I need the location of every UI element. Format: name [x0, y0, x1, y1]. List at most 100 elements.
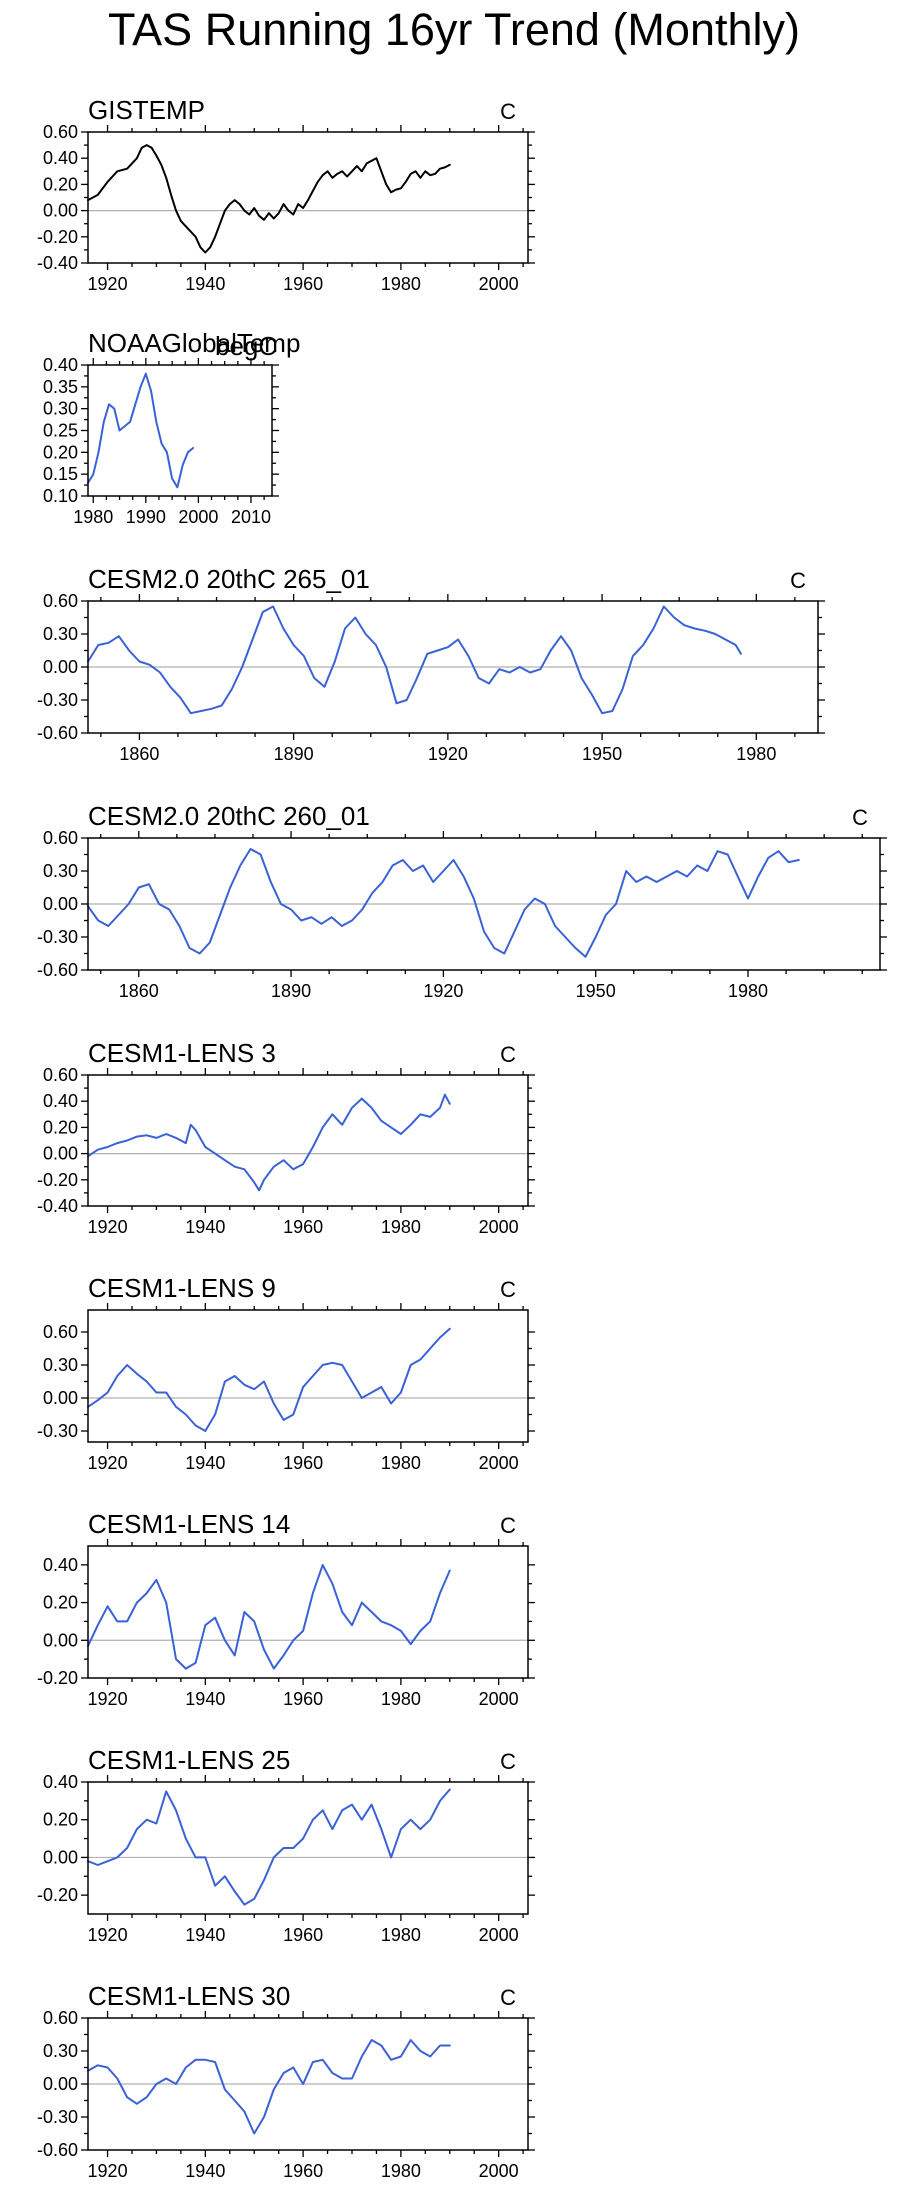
x-tick-label: 1920: [88, 1689, 128, 1709]
y-tick-label: 0.60: [43, 591, 78, 611]
x-tick-label: 1980: [381, 1453, 421, 1473]
unit-label: C: [852, 805, 868, 830]
y-tick-label: -0.40: [37, 253, 78, 273]
x-tick-label: 2000: [178, 507, 218, 527]
x-tick-label: 1860: [119, 981, 159, 1001]
y-tick-label: 0.00: [43, 1144, 78, 1164]
x-tick-label: 1950: [582, 744, 622, 764]
x-tick-label: 2000: [479, 1925, 519, 1945]
x-tick-label: 1940: [185, 274, 225, 294]
series-line: [87, 605, 742, 715]
x-tick-label: 1940: [185, 1689, 225, 1709]
y-tick-label: 0.30: [43, 399, 78, 419]
x-tick-label: 1960: [283, 1453, 323, 1473]
y-tick-label: 0.30: [43, 1355, 78, 1375]
y-tick-label: -0.30: [37, 2107, 78, 2127]
x-tick-label: 1980: [381, 2161, 421, 2181]
unit-label: C: [500, 1985, 516, 2010]
x-tick-label: 2000: [479, 274, 519, 294]
y-tick-label: -0.20: [37, 1170, 78, 1190]
y-tick-label: -0.30: [37, 1421, 78, 1441]
x-tick-label: 1920: [88, 1925, 128, 1945]
y-tick-label: 0.00: [43, 1630, 78, 1650]
y-tick-label: 0.00: [43, 894, 78, 914]
panel-title: NOAAGlobalTemp: [88, 328, 300, 358]
panel-title: GISTEMP: [88, 95, 205, 125]
x-tick-label: 1920: [88, 1217, 128, 1237]
x-tick-label: 1940: [185, 1925, 225, 1945]
chart-panel-9: -0.60 -0.30 0.00 0.30 0.60 1920 1940 1960 1980 20…: [37, 1981, 535, 2181]
x-tick-label: 2000: [479, 1689, 519, 1709]
y-tick-label: 0.40: [43, 355, 78, 375]
x-tick-label: 1980: [73, 507, 113, 527]
x-tick-label: 1980: [381, 1217, 421, 1237]
chart-panel-3: -0.60 -0.30 0.00 0.30 0.60 1860 1890 1920 1950 19…: [37, 564, 825, 764]
y-tick-label: -0.30: [37, 927, 78, 947]
y-tick-label: 0.60: [43, 122, 78, 142]
x-tick-label: 2000: [479, 1217, 519, 1237]
y-tick-label: 0.00: [43, 2074, 78, 2094]
chart-panel-5: -0.40 -0.20 0.00 0.20 0.40 0.60 1920 1940 1960 19…: [37, 1038, 535, 1237]
y-tick-label: -0.20: [37, 227, 78, 247]
x-tick-label: 1920: [428, 744, 468, 764]
x-tick-label: 1940: [185, 2161, 225, 2181]
y-tick-label: 0.60: [43, 1065, 78, 1085]
panel-title: CESM1-LENS 9: [88, 1273, 276, 1303]
y-tick-label: 0.60: [43, 2008, 78, 2028]
y-tick-label: 0.25: [43, 421, 78, 441]
y-tick-label: 0.30: [43, 624, 78, 644]
y-tick-label: 0.20: [43, 1117, 78, 1137]
series-line: [87, 1093, 451, 1192]
y-tick-label: -0.30: [37, 690, 78, 710]
y-tick-label: -0.60: [37, 960, 78, 980]
y-tick-label: 0.60: [43, 1322, 78, 1342]
x-tick-label: 1920: [88, 274, 128, 294]
series-line: [87, 1563, 451, 1670]
x-tick-label: 1960: [283, 274, 323, 294]
unit-label: C: [500, 1513, 516, 1538]
x-tick-label: 1960: [283, 1925, 323, 1945]
chart-panel-6: -0.30 0.00 0.30 0.60 1920 1940 1960 1980 2000 CES…: [37, 1273, 535, 1473]
panel-title: CESM1-LENS 3: [88, 1038, 276, 1068]
figure-title: TAS Running 16yr Trend (Monthly): [108, 4, 800, 55]
y-tick-label: 0.40: [43, 1772, 78, 1792]
y-tick-label: -0.40: [37, 1196, 78, 1216]
plot-frame: [87, 1074, 529, 1207]
y-tick-label: 0.40: [43, 148, 78, 168]
panel-title: CESM2.0 20thC 265_01: [88, 564, 370, 594]
unit-label: C: [790, 568, 806, 593]
y-tick-label: 0.35: [43, 377, 78, 397]
y-tick-label: 0.30: [43, 2041, 78, 2061]
panel-title: CESM1-LENS 25: [88, 1745, 290, 1775]
y-tick-label: 0.20: [43, 174, 78, 194]
y-tick-label: 0.00: [43, 1847, 78, 1867]
x-tick-label: 2000: [479, 1453, 519, 1473]
y-tick-label: 0.15: [43, 464, 78, 484]
x-tick-label: 1890: [271, 981, 311, 1001]
y-tick-label: 0.20: [43, 1593, 78, 1613]
chart-panel-1: -0.40 -0.20 0.00 0.20 0.40 0.60 1920 1940 1960 19…: [37, 95, 535, 294]
x-tick-label: 1920: [88, 1453, 128, 1473]
x-tick-label: 1960: [283, 1689, 323, 1709]
plot-frame: [87, 1781, 529, 1915]
series-line: [87, 372, 195, 489]
y-tick-label: 0.40: [43, 1555, 78, 1575]
y-tick-label: -0.20: [37, 1668, 78, 1688]
unit-label: C: [500, 1749, 516, 1774]
x-tick-label: 1980: [736, 744, 776, 764]
x-tick-label: 1920: [423, 981, 463, 1001]
y-tick-label: 0.20: [43, 442, 78, 462]
y-tick-label: 0.60: [43, 828, 78, 848]
chart-panel-4: -0.60 -0.30 0.00 0.30 0.60 1860 1890 1920 1950 19…: [37, 801, 887, 1001]
x-tick-label: 1980: [381, 274, 421, 294]
x-tick-label: 1980: [381, 1689, 421, 1709]
unit-label: C: [500, 1042, 516, 1067]
x-tick-label: 1890: [274, 744, 314, 764]
chart-panel-7: -0.20 0.00 0.20 0.40 1920 1940 1960 1980 2000 CES…: [37, 1509, 535, 1709]
x-tick-label: 1960: [283, 2161, 323, 2181]
y-tick-label: 0.00: [43, 201, 78, 221]
y-tick-label: 0.40: [43, 1091, 78, 1111]
unit-label: C: [500, 99, 516, 124]
x-tick-label: 2010: [231, 507, 271, 527]
